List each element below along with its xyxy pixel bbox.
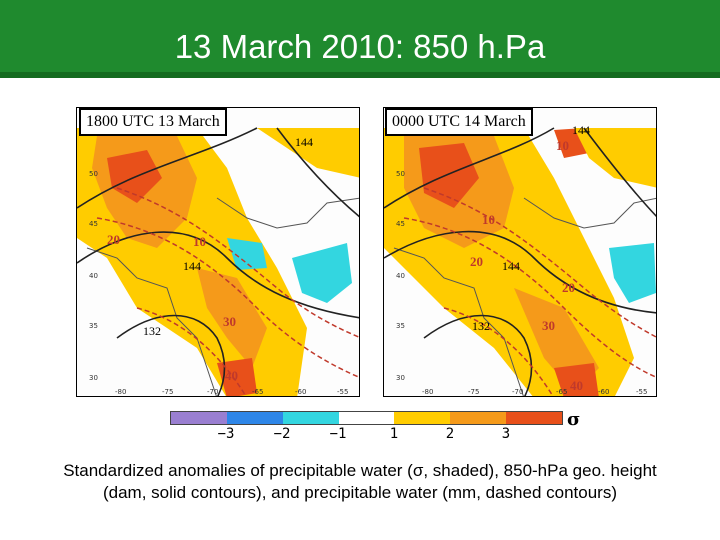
colorbar-unit-symbol: σ bbox=[567, 409, 581, 430]
pw-contour bbox=[96, 217, 359, 378]
lon-label: -60 bbox=[295, 388, 306, 396]
pw-label: 10 bbox=[482, 212, 495, 227]
height-contour bbox=[384, 230, 656, 314]
title-bar bbox=[0, 0, 720, 82]
lon-label: -80 bbox=[422, 388, 433, 396]
colorbar-segment bbox=[450, 412, 507, 424]
anomaly-cyan-east bbox=[609, 243, 656, 303]
height-label: 132 bbox=[472, 319, 490, 333]
pw-label: 20 bbox=[562, 280, 575, 295]
height-label: 144 bbox=[183, 259, 201, 273]
lon-label: -55 bbox=[337, 388, 348, 396]
height-contour bbox=[77, 127, 258, 209]
height-contour bbox=[116, 314, 226, 396]
lon-label: -80 bbox=[115, 388, 126, 396]
height-contour bbox=[77, 231, 359, 319]
coastline bbox=[393, 247, 524, 396]
anomaly-red-south bbox=[554, 363, 599, 396]
height-label: 144 bbox=[502, 259, 520, 273]
height-label: 132 bbox=[143, 324, 161, 338]
pw-contour bbox=[136, 307, 247, 396]
colorbar-segment bbox=[282, 412, 339, 424]
colorbar-tick-label: 2 bbox=[445, 426, 455, 442]
pw-label: 40 bbox=[570, 378, 583, 393]
slide-title: 13 March 2010: 850 h.Pa bbox=[174, 28, 546, 65]
lon-label: -70 bbox=[207, 388, 218, 396]
pw-label: 10 bbox=[556, 138, 569, 153]
pw-contour bbox=[423, 187, 656, 338]
lat-label: 30 bbox=[89, 374, 98, 382]
colorbar-tick-label: 1 bbox=[389, 426, 399, 442]
colorbar-segment bbox=[506, 412, 563, 424]
pw-label: 10 bbox=[193, 234, 206, 249]
lat-label: 45 bbox=[89, 220, 98, 228]
lat-label: 30 bbox=[396, 374, 405, 382]
lon-label: -55 bbox=[636, 388, 647, 396]
coastline-northeast bbox=[216, 197, 359, 229]
map-left-svg: 144 144 132 10 20 30 40 50 45 40 35 30 -… bbox=[77, 127, 359, 396]
colorbar-segment bbox=[226, 412, 283, 424]
coastline bbox=[86, 247, 217, 396]
lon-label: -65 bbox=[556, 388, 567, 396]
pw-contour bbox=[116, 187, 359, 338]
pw-contour bbox=[443, 307, 554, 396]
anomaly-dark-orange-mid bbox=[197, 268, 267, 368]
height-contour bbox=[276, 127, 359, 218]
lon-label: -75 bbox=[162, 388, 173, 396]
map-panel-right: 144 144 132 10 10 20 20 30 40 50 45 40 3… bbox=[383, 107, 657, 397]
lat-label: 50 bbox=[89, 170, 98, 178]
colorbar-segment bbox=[394, 412, 451, 424]
colorbar-segment bbox=[171, 412, 227, 424]
colorbar bbox=[170, 411, 563, 425]
pw-label: 30 bbox=[223, 314, 236, 329]
lat-label: 35 bbox=[89, 322, 98, 330]
coastline-northeast bbox=[523, 197, 656, 229]
lat-label: 40 bbox=[396, 272, 405, 280]
pw-contour bbox=[403, 217, 656, 378]
height-contour bbox=[583, 127, 656, 218]
anomaly-red-south bbox=[217, 358, 257, 396]
lat-label: 40 bbox=[89, 272, 98, 280]
colorbar-segment bbox=[338, 412, 395, 424]
pw-label: 40 bbox=[225, 368, 238, 383]
panel-label-right: 0000 UTC 14 March bbox=[385, 108, 533, 136]
pw-label: 20 bbox=[470, 254, 483, 269]
colorbar-tick-label: 3 bbox=[501, 426, 511, 442]
anomaly-cyan-north bbox=[227, 238, 267, 270]
lon-label: -65 bbox=[252, 388, 263, 396]
height-label: 144 bbox=[295, 135, 313, 149]
lat-label: 35 bbox=[396, 322, 405, 330]
lat-label: 50 bbox=[396, 170, 405, 178]
anomaly-orange-east bbox=[574, 128, 656, 188]
figure-caption: Standardized anomalies of precipitable w… bbox=[0, 460, 720, 504]
pw-label: 30 bbox=[542, 318, 555, 333]
caption-line: Standardized anomalies of precipitable w… bbox=[63, 461, 657, 480]
caption-line: (dam, solid contours), and precipitable … bbox=[102, 483, 617, 502]
map-right-svg: 144 144 132 10 10 20 20 30 40 50 45 40 3… bbox=[384, 123, 656, 396]
map-panel-left: 144 144 132 10 20 30 40 50 45 40 35 30 -… bbox=[76, 107, 360, 397]
height-label: 144 bbox=[572, 123, 590, 137]
title-underline bbox=[0, 72, 720, 78]
anomaly-cyan-east bbox=[292, 243, 352, 303]
lon-label: -70 bbox=[512, 388, 523, 396]
panel-label-left: 1800 UTC 13 March bbox=[79, 108, 227, 136]
pw-label: 20 bbox=[107, 232, 120, 247]
lon-label: -75 bbox=[468, 388, 479, 396]
height-contour bbox=[384, 127, 555, 209]
colorbar-tick-label: −3 bbox=[217, 426, 235, 442]
lon-label: -60 bbox=[598, 388, 609, 396]
colorbar-tick-label: −2 bbox=[273, 426, 291, 442]
anomaly-orange-east bbox=[257, 128, 359, 178]
colorbar-tick-label: −1 bbox=[329, 426, 347, 442]
lat-label: 45 bbox=[396, 220, 405, 228]
height-contour bbox=[423, 314, 533, 396]
